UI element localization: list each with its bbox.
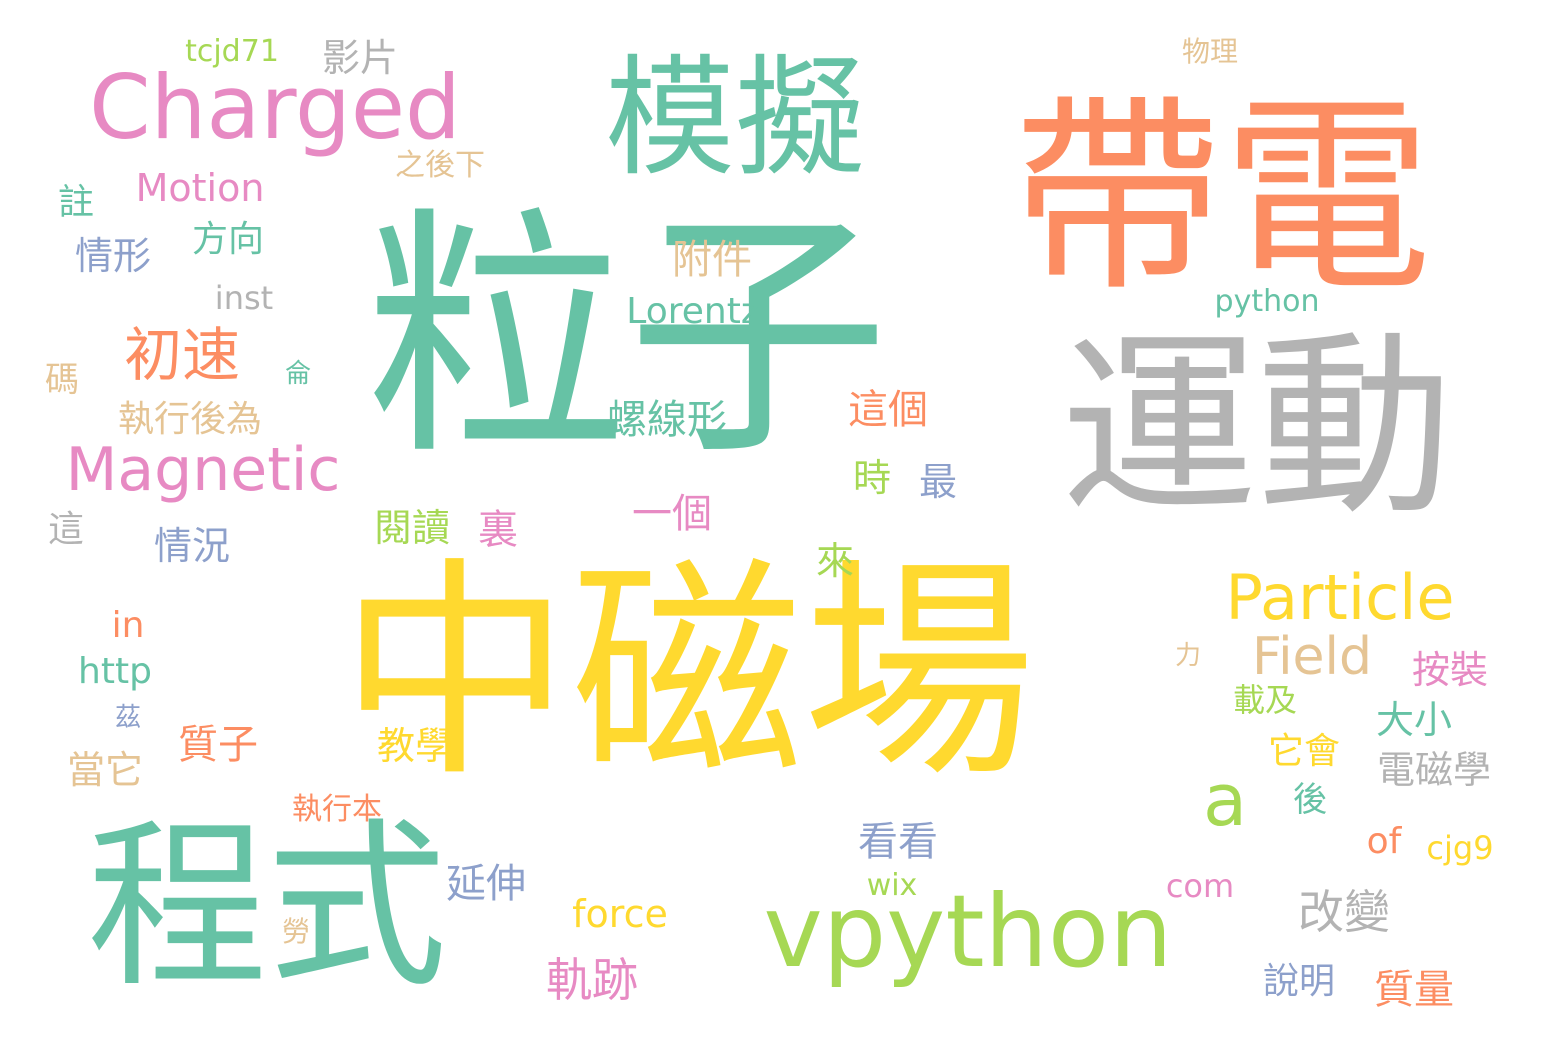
word: 物理 [1181,35,1239,68]
word: wix [866,868,918,903]
word: 改變 [1298,885,1390,939]
word: com [1165,867,1235,905]
word: 帶電 [1011,75,1433,320]
word: 運動 [1060,314,1454,542]
word: 執行後為 [117,399,263,440]
word: 一個 [632,491,712,537]
word: of [1366,821,1402,862]
word: Motion [135,166,265,210]
word: 影片 [321,36,399,80]
word: 程式 [86,803,448,1012]
word: 教學 [376,724,454,768]
word: force [572,892,668,936]
word: 力 [1174,641,1202,671]
word: 情況 [153,524,231,568]
word: Magnetic [65,435,341,505]
word: 註 [57,182,95,223]
word: cjg9 [1426,829,1494,867]
word: 說明 [1262,961,1336,1002]
word: inst [214,279,274,317]
word: Particle [1225,561,1455,634]
word: 侖 [284,359,312,389]
word: 看看 [858,819,938,865]
word: Charged [89,56,461,159]
word: 茲 [114,703,142,733]
word: in [111,605,145,646]
word: 方向 [191,219,265,260]
word: 延伸 [446,861,526,907]
word: 軌跡 [546,953,638,1007]
word: 執行本 [292,792,382,827]
word: 碼 [45,360,79,400]
word: 勞 [281,915,311,948]
word: 最 [918,460,958,504]
word: 粒子 [365,185,889,490]
word: 後 [1293,780,1327,820]
word: 模擬 [604,42,866,194]
word: a [1202,758,1248,842]
word: 載及 [1232,681,1298,719]
word: 裏 [478,507,518,553]
word: 螺線形 [607,397,727,443]
word: 質量 [1374,967,1454,1013]
word: 時 [852,456,892,500]
word: Field [1251,627,1373,687]
word: 電磁學 [1376,748,1492,792]
word: 來 [815,539,855,583]
word: 之後下 [395,148,485,183]
word: 閱讀 [373,506,451,550]
word: 初速 [123,321,241,389]
word: 質子 [178,722,258,768]
word: tcjd71 [185,34,279,69]
word: 這個 [848,387,928,433]
word: 附件 [672,237,752,283]
word: 按裝 [1411,648,1489,692]
word: 它會 [1267,731,1341,772]
word: 這 [47,509,85,550]
word: vpython [763,873,1173,990]
word: 當它 [66,748,144,792]
word: 中磁場 [338,538,1036,808]
word: http [78,651,152,692]
word: 情形 [74,234,152,278]
word: Lorentz [626,291,760,332]
word: python [1214,284,1320,319]
word: 大小 [1375,698,1453,742]
